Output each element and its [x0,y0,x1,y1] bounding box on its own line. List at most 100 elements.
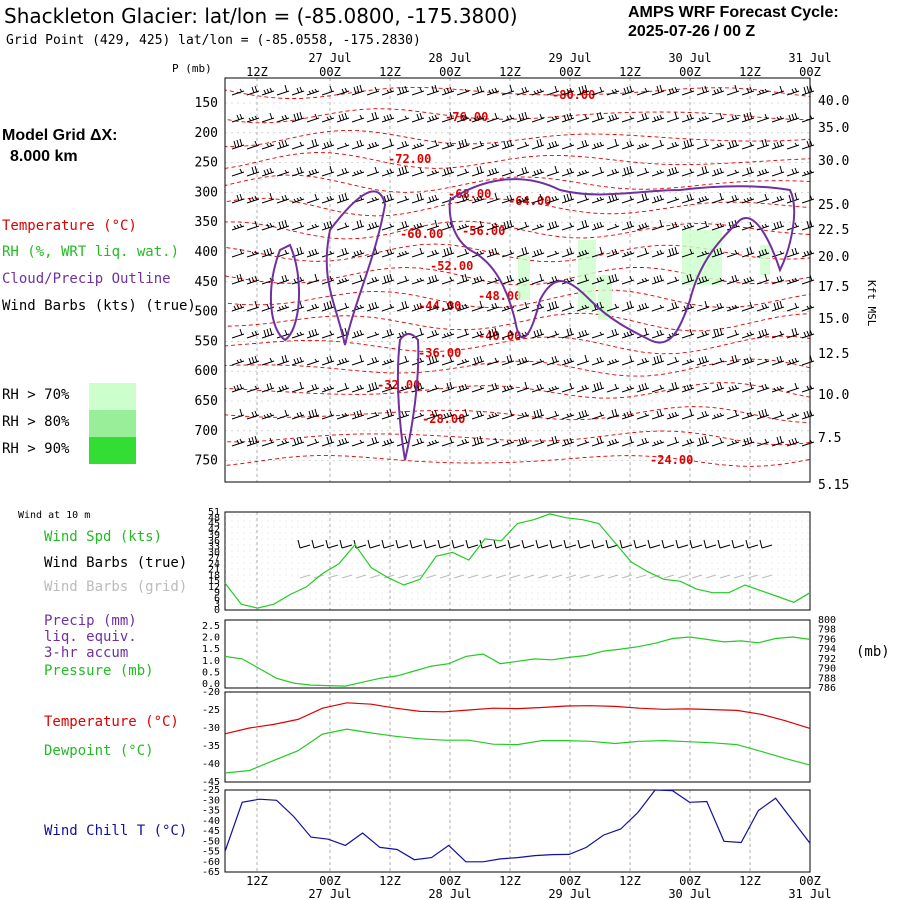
wind-barb-flag [626,411,630,418]
bottom-hour-tick: 00Z [799,874,821,888]
wind-barb-flag [431,355,435,364]
wind-barb [546,140,560,150]
wind-barb-flag [353,411,357,419]
wind-barb [246,220,260,231]
wind-barb-flag [278,141,282,149]
wind-barb-flag [401,411,405,418]
grid-wind-barb [481,574,493,579]
wind-barb [726,169,740,177]
grid-wind-barb [341,574,353,579]
wind-barb-flag [794,327,798,336]
wind-barb-flag [749,196,753,201]
wind-barb-flag [629,385,633,390]
wind-barb-flag [389,113,393,120]
wind-barb-flag [254,195,258,201]
wind-barb [786,167,800,177]
wind-barb-flag [719,302,723,309]
wind-barb-flag [539,138,543,147]
wind-barb-flag [716,168,720,175]
wind-barb-flag [629,165,633,174]
wind-barb [681,248,695,258]
top-hour-tick: 12Z [379,65,401,79]
wind-barb [516,381,530,393]
wind-barb [291,411,305,420]
grid-wind-barb [411,574,423,579]
wind-barb-flag [524,436,528,444]
grid-wind-barb [537,574,549,579]
wind-barb [771,85,785,96]
wind-barb-flag [644,112,648,120]
wind-barb-flag [386,359,390,364]
wind-barb [291,166,305,177]
wind-barb-flag [434,274,438,282]
wind-barb-flag [716,413,720,418]
wind-barb-flag [566,193,570,202]
wind-barb-flag [779,330,783,336]
temperature-contour [224,312,811,332]
wind-barb-flag [284,439,288,444]
wind-barb [471,195,485,204]
wind-barb [276,139,290,150]
wind-barb [231,168,245,177]
wind-barb-flag [551,276,555,283]
wind-barb [471,385,485,393]
surface-wind-barb [299,544,311,549]
cycle-date: 2025-07-26 / 00 Z [628,23,756,40]
temperature-tick: -35 [202,741,220,752]
wind-barb-flag [761,249,765,256]
wind-barb [246,85,260,96]
wind-barb-flag [569,112,573,120]
wind-barb [486,87,500,96]
wind-barb-flag [404,435,408,444]
wind-barb-flag [479,140,483,147]
wind-barb-flag [416,143,420,148]
wind-barb-flag [404,410,408,417]
wind-barb-flag [599,356,603,363]
wind-barb-flag [299,196,303,201]
wind-barb-flag [599,276,603,282]
wind-barb-flag [371,142,375,148]
wind-barb-flag [716,88,720,94]
wind-barb-flag [596,277,600,283]
wind-barb-flag [674,221,678,228]
wind-barb-flag [281,440,285,445]
wind-barb [306,168,320,177]
wind-barb-flag [746,87,750,94]
bottom-hour-tick: 12Z [739,874,761,888]
precip-panel-frame [224,619,811,689]
wind-barb-flag [734,249,738,255]
wind-barb [711,192,725,204]
wind-barb-flag [233,305,237,311]
wind-barb-flag [803,411,807,419]
wind-barb-flag [599,436,603,444]
wind-barb [306,303,320,312]
wind-barb-flag [644,222,648,228]
wind-barb-flag [494,142,498,147]
wind-barb-flag [344,142,348,147]
surface-wind-barb-flag [493,539,497,549]
wind-barb-flag [596,437,600,445]
surface-wind-barb [425,544,437,549]
wind-barb [636,192,650,204]
wind-barb-flag [299,356,303,363]
wind-barb-flag [359,384,363,390]
wind-barb [576,169,590,177]
wind-barb-flag [686,224,690,229]
wind-barb-flag [476,196,480,202]
wind-barb-flag [779,140,783,147]
bottom-hour-tick: 12Z [246,874,268,888]
wind-barb-flag [374,356,378,363]
wind-speed-tick: 45 [208,519,220,530]
bottom-hour-tick: 00Z [679,874,701,888]
wind-barb-flag [428,196,432,203]
wind-barb-flag [794,302,798,309]
bottom-hour-tick: 12Z [499,874,521,888]
wind-barb [576,249,590,258]
wind-barb-flag [356,220,360,229]
wind-barb-flag [254,300,258,309]
wind-barb-flag [296,437,300,445]
wind-barb-flag [803,331,807,338]
wind-barb [606,438,620,447]
wind-barb [426,219,440,231]
wind-barb-flag [611,114,615,121]
